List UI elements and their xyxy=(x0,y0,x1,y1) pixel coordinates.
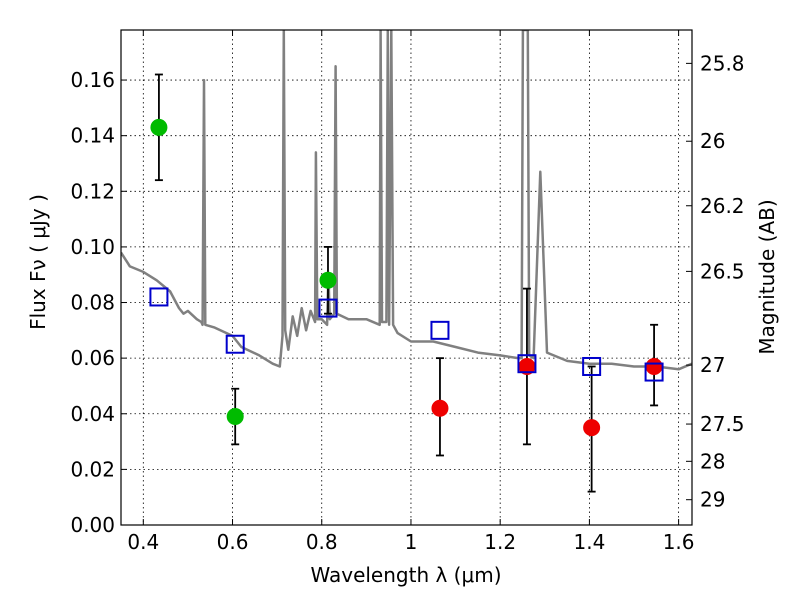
model-point-3 xyxy=(430,320,450,340)
model-point-1 xyxy=(225,334,245,354)
y-tick-label: 0.04 xyxy=(70,402,115,426)
y2-tick-label: 28 xyxy=(700,449,725,473)
y2-tick-label: 26 xyxy=(700,129,725,153)
y2-tick-label: 25.8 xyxy=(700,51,745,75)
model-point-6 xyxy=(644,362,664,382)
data-point-0-0 xyxy=(150,118,168,136)
y-tick-label: 0.16 xyxy=(70,68,115,92)
model-spectrum xyxy=(121,30,692,371)
x-tick-label: 1.2 xyxy=(484,530,516,554)
model-point-4 xyxy=(517,354,537,374)
y-tick-label: 0.10 xyxy=(70,235,115,259)
data-point-0-1 xyxy=(226,408,244,426)
model-point-5 xyxy=(582,356,602,376)
x-tick-label: 1.4 xyxy=(573,530,605,554)
spectrum-line xyxy=(121,30,692,371)
y-axis-label: Flux Fν ( μJy ) xyxy=(26,194,50,330)
x-tick-label: 0.4 xyxy=(127,530,159,554)
data-point-1-3 xyxy=(645,357,663,375)
y-tick-label: 0.08 xyxy=(70,291,115,315)
y-tick-label: 0.14 xyxy=(70,124,115,148)
model-point-0 xyxy=(149,287,169,307)
data-point-1-0 xyxy=(431,399,449,417)
x-tick-label: 0.8 xyxy=(306,530,338,554)
data-points xyxy=(149,118,664,437)
x-axis-label: Wavelength λ (μm) xyxy=(310,563,501,587)
y2-tick-label: 27 xyxy=(700,353,725,377)
y2-tick-label: 26.2 xyxy=(700,194,745,218)
y2-tick-label: 29 xyxy=(700,488,725,512)
x-tick-label: 1.6 xyxy=(663,530,695,554)
y-tick-label: 0.06 xyxy=(70,346,115,370)
x-tick-label: 1 xyxy=(405,530,418,554)
axis-ticks: 0.4 0.6 0.8 1 1.2 1.4 1.6 0.00 0.02 0.04 0.06 0.08 0… xyxy=(70,30,745,554)
y-tick-label: 0.00 xyxy=(70,513,115,537)
y2-axis-label: Magnitude (AB) xyxy=(755,199,779,354)
grid xyxy=(121,30,692,525)
model-point-2 xyxy=(318,298,338,318)
y2-tick-label: 26.5 xyxy=(700,259,745,283)
data-point-1-2 xyxy=(583,419,601,437)
y2-tick-label: 27.5 xyxy=(700,412,745,436)
plot-frame xyxy=(120,29,693,526)
error-bars xyxy=(154,73,659,493)
data-point-0-2 xyxy=(319,271,337,289)
y-tick-label: 0.12 xyxy=(70,179,115,203)
x-tick-label: 0.6 xyxy=(217,530,249,554)
y-tick-label: 0.02 xyxy=(70,457,115,481)
